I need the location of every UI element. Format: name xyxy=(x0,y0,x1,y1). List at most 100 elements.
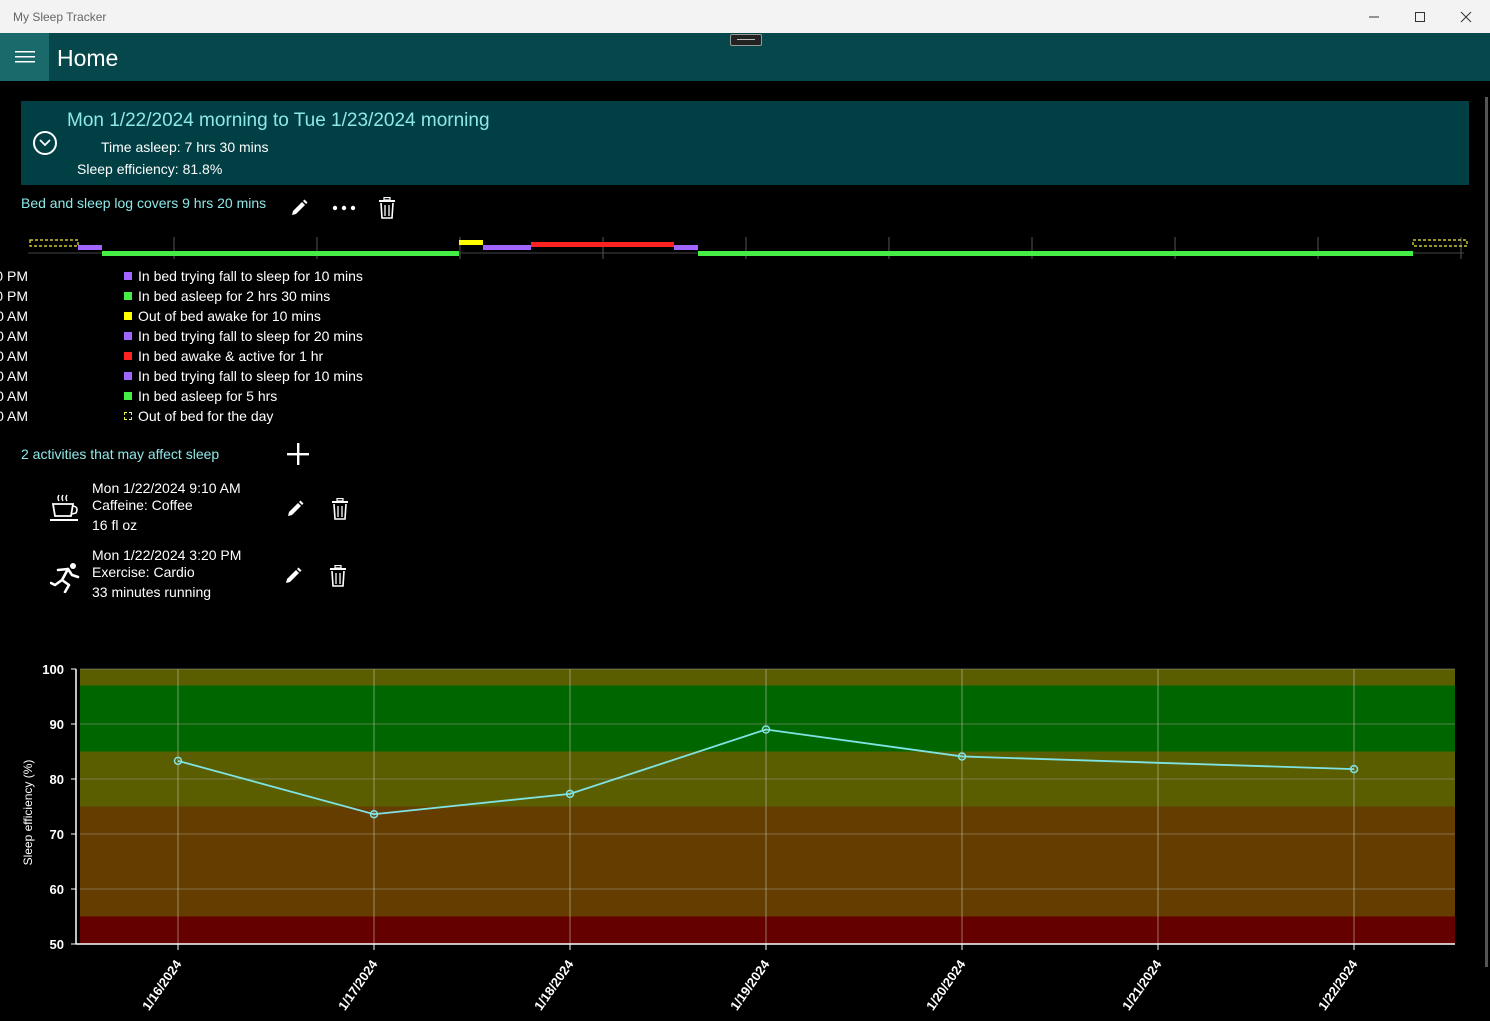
color-swatch xyxy=(124,392,132,400)
close-icon xyxy=(1460,11,1472,22)
log-header: Bed and sleep log covers 9 hrs 20 mins xyxy=(21,195,267,211)
activity-date: Mon 1/22/2024 9:10 AM xyxy=(92,480,241,496)
add-activity-button[interactable] xyxy=(285,441,311,467)
segment-asleep-2 xyxy=(698,251,1413,256)
y-tick-label: 100 xyxy=(42,662,64,677)
activity-type: Caffeine: Coffee xyxy=(92,497,193,513)
event-text: In bed trying fall to sleep for 10 mins xyxy=(138,368,363,384)
maximize-button[interactable] xyxy=(1397,0,1443,33)
time-asleep-label: Time asleep: xyxy=(101,139,181,155)
y-tick-label: 90 xyxy=(50,717,64,732)
color-swatch xyxy=(124,272,132,280)
edit-log-button[interactable] xyxy=(287,196,311,220)
x-tick-label: 1/19/2024 xyxy=(727,956,773,1013)
data-point xyxy=(761,725,771,734)
color-swatch xyxy=(124,412,132,420)
event-text: In bed trying fall to sleep for 10 mins xyxy=(138,268,363,284)
more-options-button[interactable] xyxy=(330,196,358,220)
expand-button[interactable] xyxy=(33,131,57,155)
efficiency-value: 81.8% xyxy=(182,161,223,177)
segment-out-of-bed xyxy=(459,240,483,245)
sleep-efficiency-chart: 50 60 70 80 90 100 1/16/2024 1/17/2024 1/18/2024… xyxy=(21,662,1455,1013)
delete-activity-button[interactable] xyxy=(329,497,351,521)
segment-trying-sleep-2 xyxy=(483,245,531,250)
out-of-bed-after xyxy=(1412,239,1468,247)
chart-band xyxy=(80,685,1455,752)
event-time: 10:30 PM xyxy=(0,288,28,304)
x-tick-label: 1/21/2024 xyxy=(1119,956,1165,1013)
night-summary-card[interactable]: Mon 1/22/2024 morning to Tue 1/23/2024 m… xyxy=(21,101,1469,185)
activity-detail: 16 fl oz xyxy=(92,517,138,533)
sleep-timeline xyxy=(28,237,1468,259)
maximize-icon xyxy=(1415,11,1425,22)
pencil-icon xyxy=(288,500,304,516)
activity-item[interactable]: Mon 1/22/2024 9:10 AM Caffeine: Coffee 1… xyxy=(48,480,368,540)
plus-icon xyxy=(287,443,309,465)
trash-icon xyxy=(332,498,348,520)
y-axis-label: Sleep efficiency (%) xyxy=(21,760,35,866)
chart-band xyxy=(80,916,1455,944)
edit-activity-button[interactable] xyxy=(282,565,304,587)
delete-log-button[interactable] xyxy=(375,195,399,221)
color-swatch xyxy=(124,292,132,300)
pencil-icon xyxy=(292,199,308,215)
chart-band xyxy=(80,669,1455,686)
y-tick-label: 70 xyxy=(50,827,64,842)
event-time: 7:40 AM xyxy=(0,408,28,424)
activity-item[interactable]: Mon 1/22/2024 3:20 PM Exercise: Cardio 3… xyxy=(48,547,368,607)
hamburger-icon xyxy=(14,51,35,63)
edit-activity-button[interactable] xyxy=(284,498,306,520)
drag-handle[interactable] xyxy=(730,34,762,46)
out-of-bed-before xyxy=(29,239,79,247)
event-time: 1:30 AM xyxy=(0,348,28,364)
window-title: My Sleep Tracker xyxy=(13,10,107,24)
event-time: 1:10 AM xyxy=(0,328,28,344)
trash-icon xyxy=(330,565,346,587)
y-tick-label: 80 xyxy=(50,772,64,787)
event-time: 1:00 AM xyxy=(0,308,28,324)
x-tick-label: 1/20/2024 xyxy=(923,956,969,1013)
segment-asleep-1 xyxy=(102,251,459,256)
pencil-icon xyxy=(286,567,302,583)
segment-trying-sleep-1 xyxy=(78,245,102,250)
series-line xyxy=(177,728,1355,816)
running-icon xyxy=(50,563,80,593)
y-tick-label: 50 xyxy=(50,937,64,952)
trash-icon xyxy=(379,197,395,219)
segment-awake-active xyxy=(531,242,674,247)
time-asleep-value: 7 hrs 30 mins xyxy=(184,139,269,155)
activity-detail: 33 minutes running xyxy=(92,584,212,600)
efficiency-row: Sleep efficiency: 81.8% xyxy=(77,161,222,177)
close-button[interactable] xyxy=(1443,0,1489,33)
color-swatch xyxy=(124,352,132,360)
data-point xyxy=(173,756,183,766)
chart-band xyxy=(80,806,1455,917)
minimize-icon xyxy=(1369,16,1379,17)
coffee-icon xyxy=(50,494,78,521)
event-text: In bed awake & active for 1 hr xyxy=(138,348,324,364)
activity-date: Mon 1/22/2024 3:20 PM xyxy=(92,547,242,563)
x-tick-label: 1/16/2024 xyxy=(139,956,185,1013)
event-text: Out of bed for the day xyxy=(138,408,274,424)
vertical-scrollbar[interactable] xyxy=(1485,97,1488,967)
data-point xyxy=(565,789,575,799)
activity-type: Exercise: Cardio xyxy=(92,564,195,580)
event-text: In bed trying fall to sleep for 20 mins xyxy=(138,328,363,344)
data-point xyxy=(1349,764,1359,774)
event-text: In bed asleep for 2 hrs 30 mins xyxy=(138,288,331,304)
delete-activity-button[interactable] xyxy=(327,564,349,588)
minimize-button[interactable] xyxy=(1351,0,1397,33)
activities-header: 2 activities that may affect sleep xyxy=(21,446,220,462)
data-point xyxy=(369,809,379,819)
data-point xyxy=(957,752,967,761)
time-asleep-row: Time asleep: 7 hrs 30 mins xyxy=(101,139,269,155)
x-tick-label: 1/22/2024 xyxy=(1315,956,1361,1013)
menu-button[interactable] xyxy=(0,33,49,81)
color-swatch xyxy=(124,312,132,320)
night-range: Mon 1/22/2024 morning to Tue 1/23/2024 m… xyxy=(67,110,490,131)
efficiency-label: Sleep efficiency: xyxy=(77,161,179,177)
page-title: Home xyxy=(57,45,119,71)
color-swatch xyxy=(124,372,132,380)
segment-trying-sleep-3 xyxy=(674,245,698,250)
chevron-down-icon xyxy=(39,139,51,147)
